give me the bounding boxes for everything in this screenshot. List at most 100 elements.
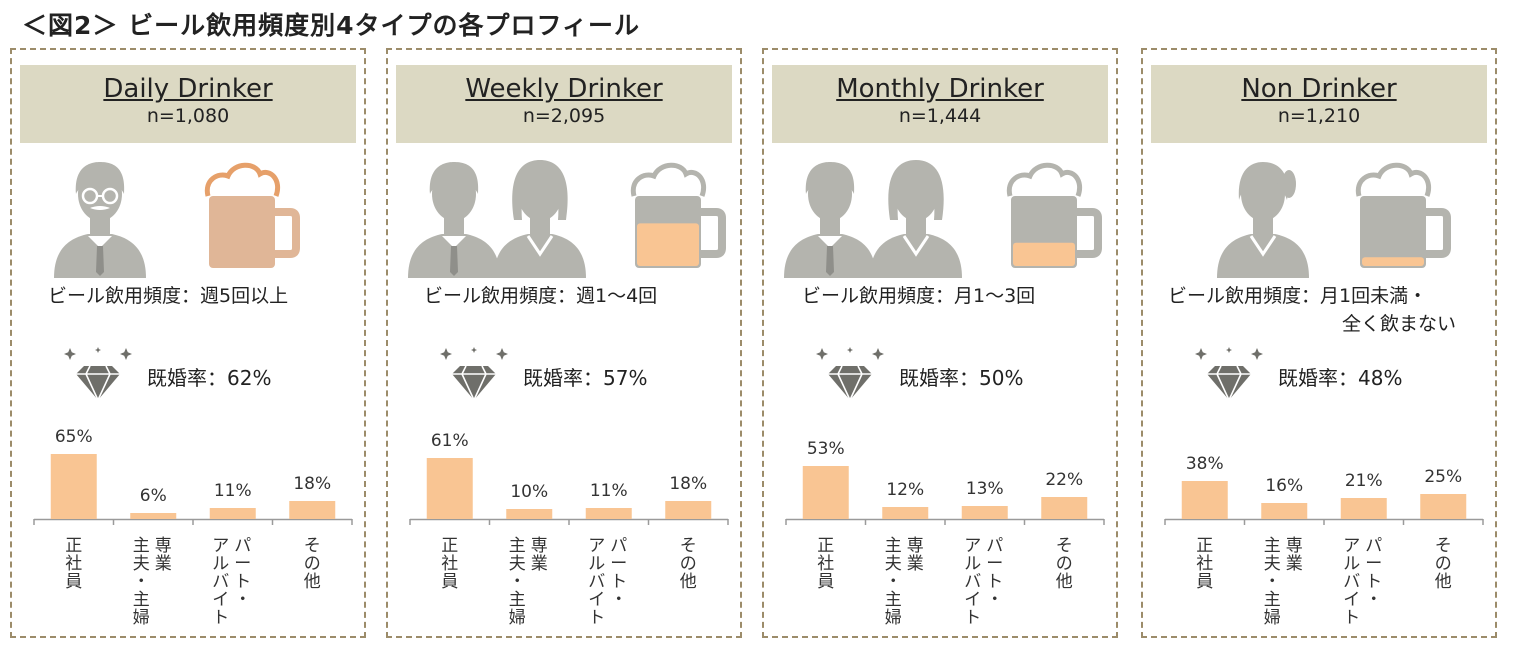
category-label: ー bbox=[986, 554, 1003, 574]
category-label: 専 bbox=[907, 536, 924, 556]
profile-illustration bbox=[54, 162, 300, 278]
data-label: 25% bbox=[1424, 467, 1462, 487]
data-label: 11% bbox=[214, 481, 252, 501]
category-label: 他 bbox=[1435, 572, 1452, 592]
data-label: 12% bbox=[886, 480, 924, 500]
category-label: 主 bbox=[509, 590, 526, 610]
bar bbox=[961, 506, 1008, 519]
category-label: ル bbox=[964, 554, 981, 574]
category-label: ト bbox=[212, 608, 229, 628]
marriage-rate: 既婚率：48% bbox=[1278, 366, 1403, 390]
panel-header: Monthly Drinker n=1,444 bbox=[772, 65, 1108, 143]
sparkle-icon bbox=[1251, 348, 1263, 360]
category-label: の bbox=[1056, 554, 1073, 574]
data-label: 38% bbox=[1186, 454, 1224, 474]
panel-name: Weekly Drinker bbox=[465, 74, 663, 104]
panel-header: Daily Drinker n=1,080 bbox=[20, 65, 356, 143]
category-label: ー bbox=[1365, 554, 1382, 574]
category-label: ・ bbox=[234, 590, 251, 610]
sparkle-icon bbox=[64, 348, 76, 360]
data-label: 61% bbox=[431, 431, 469, 451]
category-label: ト bbox=[588, 608, 605, 628]
bar bbox=[130, 513, 177, 519]
drinking-frequency: ビール飲用頻度：月1回未満・ 全く飲まない bbox=[1168, 282, 1508, 338]
beer-mug-icon bbox=[204, 162, 300, 268]
category-label: 社 bbox=[817, 554, 834, 574]
category-label: 専 bbox=[531, 536, 548, 556]
category-label: ル bbox=[588, 554, 605, 574]
beer-level bbox=[1013, 242, 1075, 266]
category-label: 社 bbox=[65, 554, 82, 574]
category-label: 業 bbox=[155, 554, 172, 574]
diamond-icon bbox=[1195, 347, 1263, 402]
category-label: 主 bbox=[1264, 590, 1281, 610]
profile-illustration bbox=[408, 160, 726, 278]
sparkle-icon bbox=[440, 348, 452, 360]
bar bbox=[426, 458, 473, 519]
data-label: 21% bbox=[1345, 471, 1383, 491]
data-label: 16% bbox=[1265, 476, 1303, 496]
person-icon bbox=[408, 162, 500, 278]
panel-name: Daily Drinker bbox=[103, 74, 273, 104]
category-label: そ bbox=[1435, 536, 1452, 556]
data-label: 11% bbox=[590, 481, 628, 501]
category-label: バ bbox=[212, 572, 229, 592]
category-label: パ bbox=[1365, 536, 1382, 556]
sparkle-icon bbox=[496, 348, 508, 360]
category-label: 婦 bbox=[885, 608, 902, 628]
bar bbox=[1261, 503, 1308, 519]
category-label: 他 bbox=[1056, 572, 1073, 592]
person-icon bbox=[54, 162, 146, 278]
category-label: 他 bbox=[304, 572, 321, 592]
panel-non-drinker: Non Drinker n=1,210 ビール飲用頻度：月1回未満・ 全く飲まな… bbox=[1141, 48, 1497, 638]
category-label: 婦 bbox=[1264, 608, 1281, 628]
category-label: パ bbox=[986, 536, 1003, 556]
sparkle-icon bbox=[471, 347, 477, 353]
bar bbox=[50, 454, 97, 519]
category-label: バ bbox=[964, 572, 981, 592]
sample-size: n=1,444 bbox=[898, 105, 982, 127]
marriage-rate: 既婚率：50% bbox=[899, 366, 1024, 390]
frequency-line-1: ビール飲用頻度：週5回以上 bbox=[48, 285, 289, 307]
sample-size: n=1,080 bbox=[146, 105, 230, 127]
category-label: の bbox=[680, 554, 697, 574]
category-label: ・ bbox=[509, 572, 526, 592]
data-label: 22% bbox=[1045, 470, 1083, 490]
bar bbox=[585, 508, 632, 519]
category-label: の bbox=[1435, 554, 1452, 574]
drinking-frequency: ビール飲用頻度：月1～3回 bbox=[802, 282, 1142, 310]
data-label: 10% bbox=[510, 482, 548, 502]
sparkle-icon bbox=[95, 347, 101, 353]
category-label: 社 bbox=[441, 554, 458, 574]
category-label: の bbox=[304, 554, 321, 574]
category-label: 主 bbox=[133, 536, 150, 556]
bar bbox=[1420, 494, 1467, 519]
category-label: 主 bbox=[885, 590, 902, 610]
category-label: ル bbox=[212, 554, 229, 574]
person-icon bbox=[784, 162, 876, 278]
category-label: 業 bbox=[1286, 554, 1303, 574]
marriage-rate: 既婚率：57% bbox=[523, 366, 648, 390]
bar bbox=[802, 466, 849, 519]
category-label: イ bbox=[588, 590, 605, 610]
panel-name: Non Drinker bbox=[1241, 74, 1397, 104]
category-label: そ bbox=[1056, 536, 1073, 556]
sparkle-icon bbox=[120, 348, 132, 360]
category-label: ・ bbox=[1365, 590, 1382, 610]
profile-illustration bbox=[1217, 162, 1451, 278]
category-label: 員 bbox=[441, 572, 458, 592]
category-label: 夫 bbox=[509, 554, 526, 574]
data-label: 18% bbox=[293, 474, 331, 494]
category-label: 正 bbox=[1196, 536, 1213, 556]
beer-level bbox=[1362, 257, 1424, 266]
category-label: 社 bbox=[1196, 554, 1213, 574]
panel-header: Weekly Drinker n=2,095 bbox=[396, 65, 732, 143]
category-label: パ bbox=[610, 536, 627, 556]
category-label: ト bbox=[986, 572, 1003, 592]
category-label: 主 bbox=[1264, 536, 1281, 556]
data-label: 53% bbox=[807, 439, 845, 459]
category-label: 夫 bbox=[133, 554, 150, 574]
bar bbox=[289, 501, 336, 519]
